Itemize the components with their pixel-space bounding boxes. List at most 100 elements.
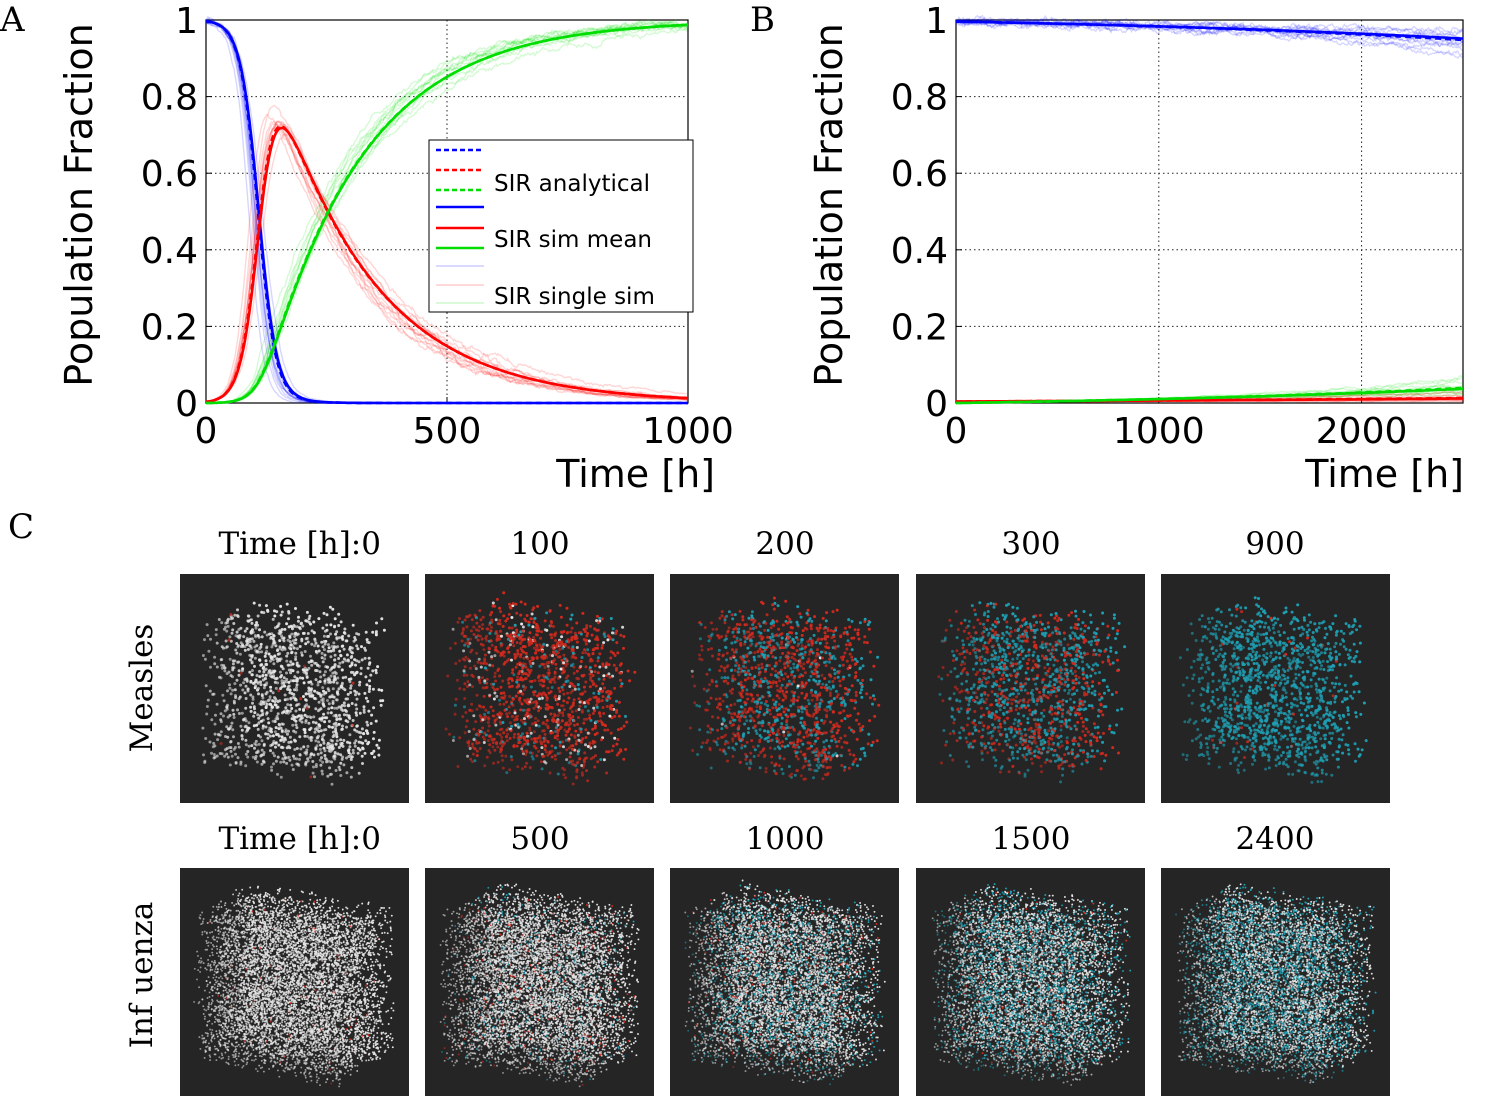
time-label-measles-4: 900	[1245, 526, 1304, 562]
particle	[258, 658, 261, 661]
particle	[298, 753, 301, 756]
particle	[272, 762, 275, 765]
particle	[288, 669, 291, 672]
particle	[298, 758, 301, 761]
chart-a-xlabel: Time [h]	[555, 452, 715, 496]
particle	[213, 656, 216, 659]
particle	[364, 675, 367, 678]
particle	[352, 624, 355, 627]
y-tick-label: 0.2	[141, 307, 198, 348]
particle	[284, 706, 287, 709]
particle	[260, 763, 263, 766]
particle	[252, 756, 255, 759]
particle	[225, 753, 228, 756]
particle	[383, 629, 386, 632]
particle	[239, 684, 242, 687]
particle	[339, 738, 342, 741]
particle	[338, 687, 341, 690]
particle	[272, 734, 275, 737]
particle	[324, 670, 327, 673]
particle	[223, 669, 226, 672]
chart-b-ylabel: Population Fraction	[807, 23, 851, 386]
legend-label-single: SIR single sim	[494, 284, 655, 310]
particle	[251, 669, 254, 672]
x-tick-label: 1000	[1113, 411, 1205, 452]
particle	[227, 756, 230, 759]
particle	[245, 697, 248, 700]
particle	[342, 739, 345, 742]
particle	[272, 662, 275, 665]
particle	[338, 714, 341, 717]
particle	[256, 713, 259, 716]
plot-frame	[956, 20, 1463, 403]
particle	[372, 706, 375, 709]
particle	[361, 727, 364, 730]
particle	[313, 775, 316, 778]
particle	[295, 686, 298, 689]
particle	[204, 658, 207, 661]
particle	[230, 750, 233, 753]
particle	[250, 710, 253, 713]
particle	[231, 728, 234, 731]
particle	[304, 642, 307, 645]
time-label-measles-3: 300	[1001, 526, 1060, 562]
particle	[285, 622, 288, 625]
particle	[317, 741, 320, 744]
particle	[351, 702, 354, 705]
particle	[367, 710, 370, 713]
particle	[361, 755, 364, 758]
particle	[230, 692, 233, 695]
particle	[325, 624, 328, 627]
particle	[372, 688, 375, 691]
particle	[261, 739, 264, 742]
panel-label-b: B	[750, 0, 775, 40]
particle	[242, 635, 245, 638]
particle	[346, 741, 349, 744]
particle	[238, 746, 241, 749]
particle	[320, 751, 323, 754]
particle	[327, 643, 330, 646]
particle	[328, 766, 331, 769]
particle	[229, 687, 232, 690]
particle	[369, 674, 372, 677]
particle	[275, 687, 278, 690]
time-prefix-measles: Time [h]:	[218, 526, 361, 562]
particle	[378, 739, 381, 742]
particle	[229, 764, 232, 767]
particle	[332, 687, 335, 690]
particle	[338, 768, 341, 771]
particle	[241, 662, 244, 665]
panel-label-a: A	[0, 0, 25, 40]
panel-label-c: C	[8, 507, 34, 547]
measles-row: Measles Time [h]: 0 100 200 300 900	[124, 526, 1390, 803]
particle	[314, 707, 317, 710]
legend-label-analytical: SIR analytical	[494, 171, 650, 197]
y-tick-label: 0.2	[891, 307, 948, 348]
particle	[323, 612, 326, 615]
particle	[289, 664, 292, 667]
particle	[286, 603, 289, 606]
particle	[340, 620, 343, 623]
time-label-measles-2: 200	[755, 526, 814, 562]
particle	[347, 660, 350, 663]
particle	[304, 650, 307, 653]
particle	[292, 768, 295, 771]
particle	[270, 766, 273, 769]
y-tick-label: 1	[925, 1, 948, 42]
particle	[277, 756, 280, 759]
y-tick-label: 0	[175, 384, 198, 425]
particle	[311, 760, 314, 763]
particle	[328, 702, 331, 705]
particle	[296, 683, 299, 686]
particle	[267, 721, 270, 724]
particle	[231, 632, 234, 635]
measles-row-label: Measles	[124, 624, 160, 753]
particle	[255, 621, 258, 624]
particle	[310, 643, 313, 646]
particle	[334, 654, 337, 657]
x-tick-label: 1000	[642, 411, 734, 452]
particle	[287, 617, 290, 620]
particle	[285, 762, 288, 765]
particle	[319, 670, 322, 673]
